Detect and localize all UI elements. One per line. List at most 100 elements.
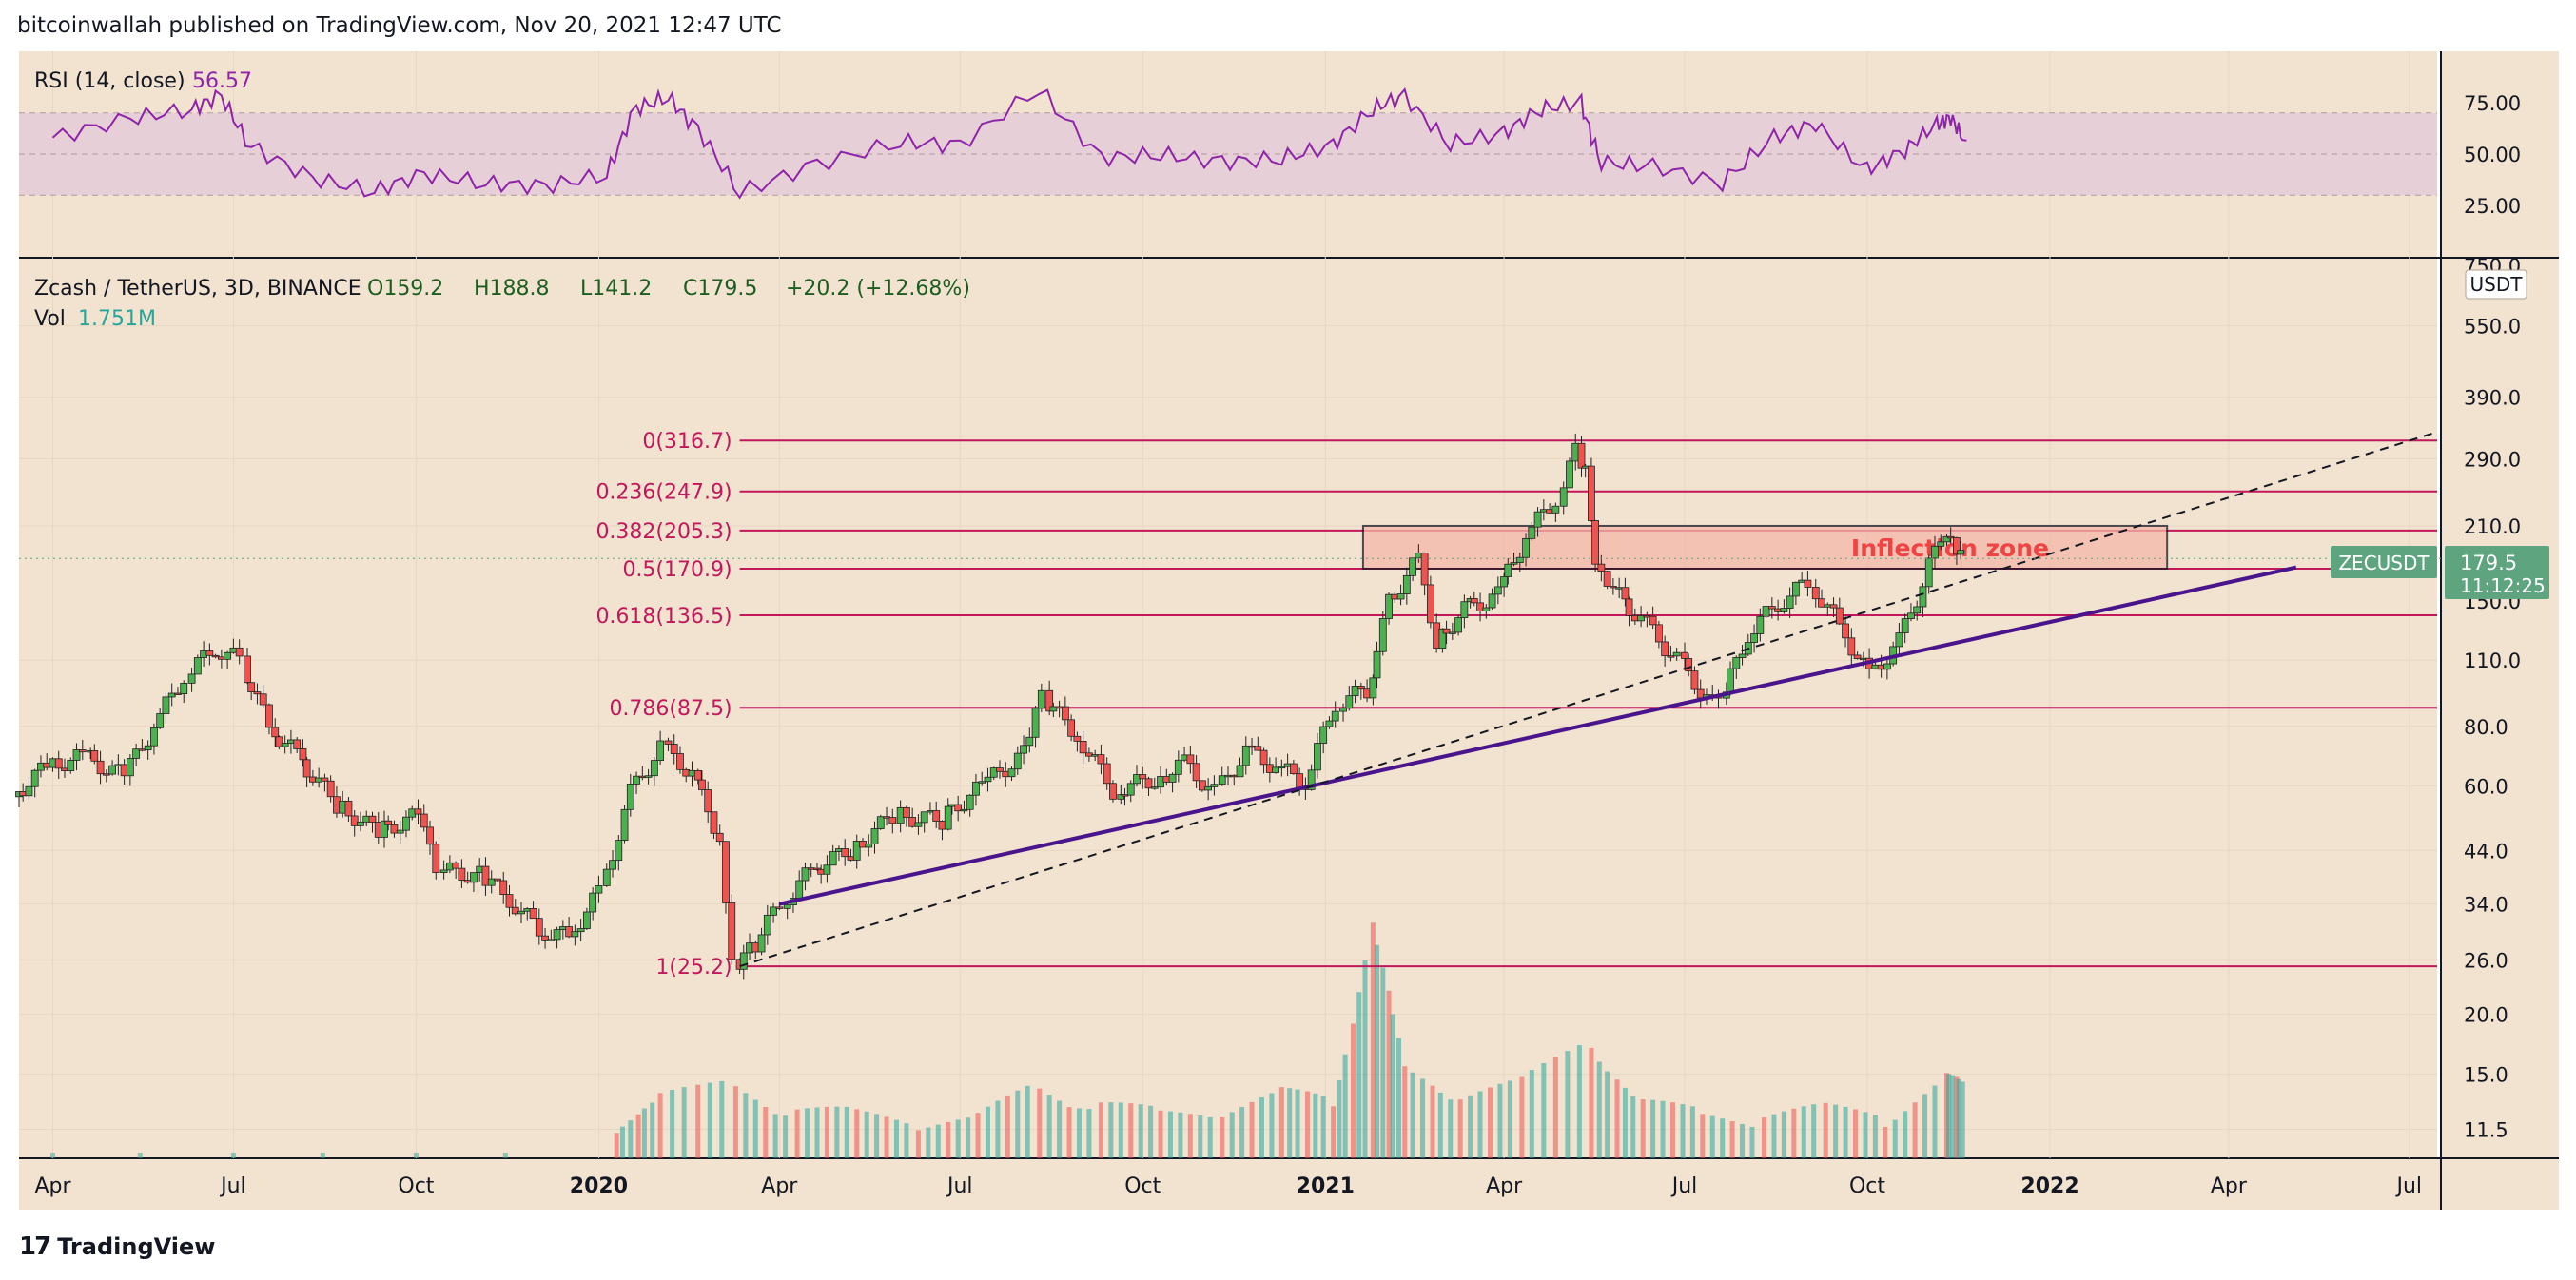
candle-body [1369,677,1377,699]
candle-body [1804,579,1812,588]
candle-body [1946,535,1955,539]
volume-bar [975,1113,981,1158]
candle-body [193,657,202,675]
volume-bar [1148,1105,1154,1158]
volume-bar [1863,1112,1868,1158]
candle-body [801,867,810,882]
volume-bar [1320,1096,1326,1158]
volume-bar [1946,1074,1952,1158]
volume-bar [1207,1116,1213,1158]
candle-body [72,749,81,761]
volume-bar [1086,1109,1092,1158]
candle-body [602,868,611,886]
volume-bar [1015,1090,1021,1158]
fib-level-label: 0.5(170.9) [622,558,732,582]
time-axis-label: Jul [2395,1174,2423,1198]
volume-bar [783,1115,789,1158]
candle-body [1049,706,1058,712]
candle-body [302,759,311,778]
candle-body [1727,668,1734,693]
candle-body [1842,623,1849,639]
candle-body [1254,746,1262,751]
volume-bar [1066,1107,1072,1158]
candle-body [1957,550,1965,555]
volume-bar [1025,1085,1030,1158]
volume-bar [1386,990,1392,1158]
candle-body [576,928,585,933]
candle-body [1907,612,1915,619]
candle-body [888,817,897,824]
volume-bar [1457,1099,1463,1158]
candle-body [470,872,478,883]
candle-body [265,704,273,728]
candle-body [1818,598,1825,608]
last-price-value: 179.5 [2460,552,2517,574]
time-axis-label: 2021 [1297,1174,1355,1198]
candle-body [1396,593,1405,600]
volume-bar [1304,1091,1310,1158]
volume-bar [1529,1070,1534,1158]
bar-countdown: 11:12:25 [2460,574,2546,597]
candle-body [1488,593,1496,609]
price-axis-label: 80.0 [2464,716,2508,739]
volume-bar [1402,1066,1408,1158]
candle-body [1345,695,1354,709]
volume-bar [1410,1072,1415,1158]
candle-body [1144,778,1153,789]
candle-body [1756,615,1765,634]
volume-bar [1791,1108,1797,1158]
candle-body [1378,618,1387,652]
price-axis-label: 110.0 [2464,650,2521,672]
candle-body [384,820,393,825]
brand-name: TradingView [57,1233,216,1260]
candle-body [1791,581,1800,597]
candle-body [529,908,537,920]
volume-bar [1313,1093,1318,1158]
candle-body [1942,535,1951,543]
candle-body [1685,658,1693,672]
tradingview-brand[interactable]: 17 TradingView [19,1231,215,1263]
candle-body [698,779,706,790]
inflection-zone: Inflection zone [1361,524,2169,570]
candle-body [1289,763,1298,775]
volume-bar [926,1127,931,1158]
candle-body [187,673,196,684]
candle-body [144,745,152,751]
volume-bar [1689,1106,1695,1158]
candle-body [402,816,410,831]
volume-bar [1801,1106,1806,1158]
volume-bar [1118,1102,1123,1158]
candle-body [326,780,335,798]
volume-bar [1295,1089,1300,1158]
volume-bar [814,1107,820,1158]
candle-body [1913,606,1922,614]
rsi-axis-label: 50.00 [2464,144,2521,166]
candle-body [205,650,214,656]
time-axis-label: Jul [1670,1174,1698,1198]
rsi-panel [19,87,2437,200]
candle-body [1603,571,1611,587]
volume-bar [834,1106,840,1158]
price-axis-label: 20.0 [2464,1004,2508,1027]
candle-body [1953,537,1961,555]
candle-body [108,765,116,775]
candle-body [626,784,634,810]
candle-body [966,794,974,810]
fib-level-label: 0.236(247.9) [595,481,732,505]
candle-body [676,753,684,770]
volume-bar [1519,1076,1525,1158]
volume-bar [1833,1104,1839,1158]
candle-body [90,749,99,762]
rsi-legend-label: RSI (14, close) [34,69,185,93]
volume-bar [1740,1123,1746,1158]
candle-body [293,739,302,749]
volume-bar [1596,1061,1602,1158]
candle-body [505,894,514,908]
volume-bar [1229,1112,1235,1158]
volume-bar [1700,1114,1706,1158]
volume-bar [1178,1112,1183,1158]
volume-bar [1576,1045,1582,1158]
volume-bar [1956,1078,1961,1158]
candle-body [1079,740,1087,754]
